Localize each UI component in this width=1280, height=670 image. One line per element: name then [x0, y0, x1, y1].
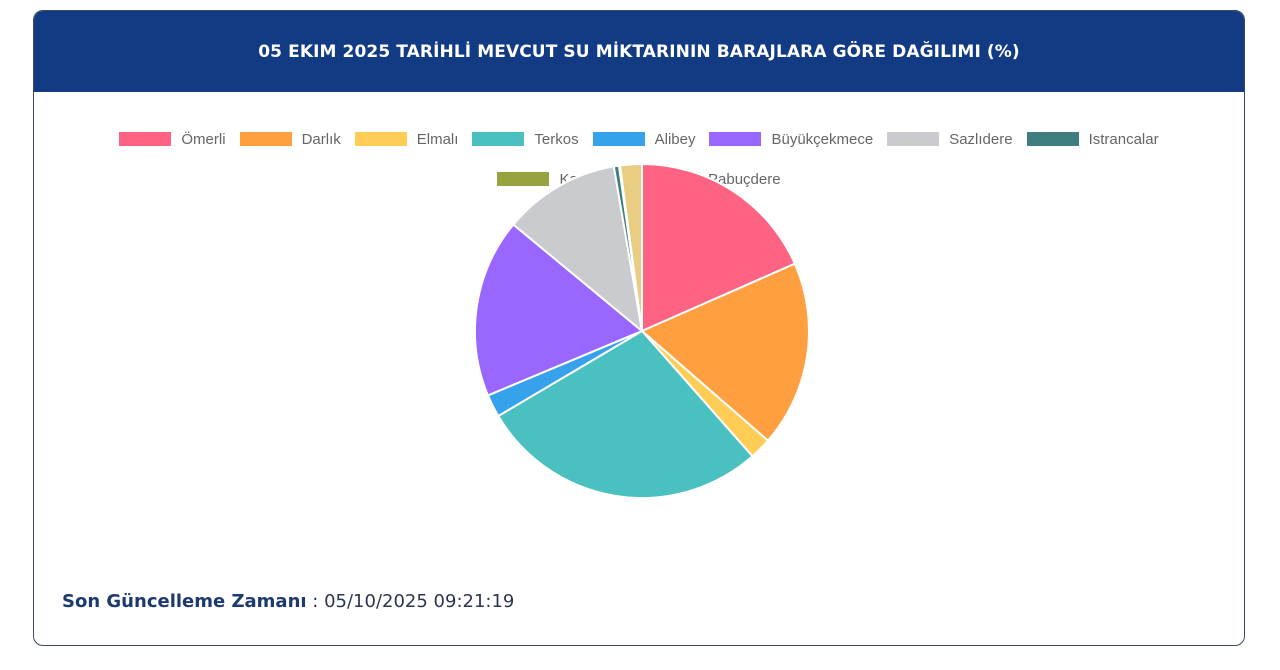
pie-slice-ömerli[interactable] [641, 162, 797, 333]
chart-legend: Ömerli Darlık Elmalı Terkos Alibey Büyükçekme… [79, 129, 1199, 189]
legend-swatch-icon [709, 132, 762, 146]
legend-swatch-icon [472, 132, 525, 146]
last-update: Son Güncelleme Zamanı : 05/10/2025 09:21… [62, 591, 514, 612]
chart-title: 05 EKIM 2025 TARİHLİ MEVCUT SU MİKTARINI… [258, 41, 1020, 62]
legend-item[interactable]: Darlık [239, 129, 341, 149]
pie-slice-sazlıdere[interactable] [511, 165, 644, 334]
last-update-separator: : [306, 591, 325, 612]
legend-label: Darlık [301, 130, 341, 148]
last-update-value: 05/10/2025 09:21:19 [324, 591, 515, 612]
legend-label: Alibey [654, 130, 696, 148]
legend-swatch-icon [119, 132, 172, 146]
legend-item[interactable]: Büyükçekmece [709, 129, 873, 149]
legend-item[interactable]: Sazlıdere [887, 129, 1013, 149]
pie-slice-darlık[interactable] [640, 262, 810, 443]
legend-swatch-icon [592, 132, 645, 146]
pie-chart [472, 161, 812, 501]
legend-item[interactable]: Ömerli [119, 129, 226, 149]
legend-label: Büyükçekmece [771, 130, 874, 148]
legend-label: Ömerli [181, 130, 226, 148]
legend-item[interactable]: Istrancalar [1026, 129, 1159, 149]
legend-item[interactable]: Elmalı [354, 129, 459, 149]
legend-swatch-icon [354, 132, 407, 146]
legend-label: Istrancalar [1088, 130, 1159, 148]
chart-title-bar: 05 EKIM 2025 TARİHLİ MEVCUT SU MİKTARINI… [34, 11, 1244, 92]
pie-slice-pabuçdere[interactable] [618, 162, 643, 332]
pie-slice-büyükçekmece[interactable] [474, 223, 644, 397]
legend-swatch-icon [887, 132, 940, 146]
legend-item[interactable]: Terkos [472, 129, 579, 149]
pie-slice-terkos[interactable] [496, 329, 754, 499]
legend-label: Sazlıdere [949, 130, 1013, 148]
chart-card: 05 EKIM 2025 TARİHLİ MEVCUT SU MİKTARINI… [33, 10, 1245, 646]
legend-swatch-icon [497, 172, 550, 186]
legend-label: Elmalı [416, 130, 459, 148]
legend-label: Pabuçdere [708, 170, 781, 188]
legend-item[interactable]: Alibey [592, 129, 696, 149]
legend-swatch-icon [1026, 132, 1079, 146]
last-update-label: Son Güncelleme Zamanı [62, 591, 307, 612]
legend-label: Terkos [534, 130, 579, 148]
legend-swatch-icon [239, 132, 292, 146]
pie-chart-svg [474, 162, 810, 499]
